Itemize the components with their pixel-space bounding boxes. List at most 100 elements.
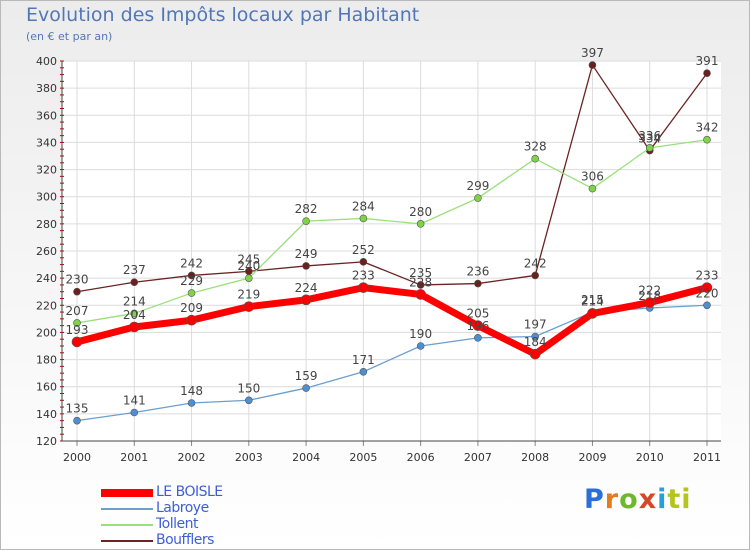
data-label-boufflers: 242 — [180, 256, 203, 270]
data-point-labroye — [73, 416, 81, 425]
data-label-tollent: 342 — [696, 121, 719, 135]
data-label-tollent: 282 — [295, 202, 318, 216]
data-label-labroye: 218 — [638, 289, 661, 303]
x-tick-label: 2003 — [235, 451, 263, 464]
data-point-le-boisle — [358, 282, 369, 293]
data-point-le-boisle — [128, 321, 140, 333]
x-tick-label: 2001 — [120, 451, 148, 464]
y-tick-label: 140 — [36, 408, 57, 421]
legend-label-le-boisle: LE BOISLE — [156, 484, 223, 500]
series-line-le-boisle — [73, 284, 711, 358]
data-label-tollent: 284 — [352, 199, 375, 213]
data-label-boufflers: 242 — [524, 256, 547, 270]
data-label-tollent: 214 — [123, 294, 146, 308]
data-point-le-boisle — [186, 314, 197, 326]
data-label-le-boisle: 214 — [581, 294, 604, 308]
data-label-boufflers: 235 — [409, 266, 432, 280]
data-label-boufflers: 230 — [66, 273, 89, 287]
chart-title: Evolution des Impôts locaux par Habitant — [26, 4, 420, 26]
data-point-labroye — [187, 399, 196, 407]
data-label-boufflers: 391 — [696, 54, 719, 68]
data-point-tollent — [73, 319, 81, 327]
x-tick-label: 2002 — [178, 451, 206, 464]
data-label-le-boisle: 193 — [66, 323, 89, 337]
data-point-le-boisle — [529, 348, 541, 360]
data-point-le-boisle — [415, 289, 426, 300]
data-point-tollent — [416, 220, 425, 228]
y-tick-label: 180 — [36, 354, 57, 367]
legend-swatch-tollent — [101, 524, 153, 526]
data-label-le-boisle: 209 — [180, 301, 203, 315]
series-line-tollent — [76, 139, 708, 324]
data-label-le-boisle: 184 — [524, 335, 547, 349]
data-label-labroye: 215 — [581, 293, 604, 307]
data-label-labroye: 171 — [352, 353, 375, 367]
x-tick-label: 2006 — [407, 451, 435, 464]
data-label-boufflers: 245 — [237, 252, 260, 266]
x-tick-label: 2004 — [292, 451, 320, 464]
data-label-tollent: 207 — [66, 304, 89, 318]
data-label-le-boisle: 228 — [409, 275, 432, 289]
data-label-labroye: 190 — [409, 327, 432, 341]
data-label-boufflers: 397 — [581, 46, 604, 60]
data-point-labroye — [474, 334, 482, 342]
y-tick-label: 160 — [36, 381, 57, 394]
legend-label-boufflers: Boufflers — [156, 532, 214, 548]
y-tick-label: 240 — [36, 272, 57, 285]
data-point-boufflers — [73, 287, 81, 296]
data-point-le-boisle — [243, 301, 255, 312]
y-tick-label: 200 — [36, 326, 57, 339]
y-tick-label: 300 — [36, 191, 57, 204]
data-label-tollent: 240 — [237, 259, 260, 273]
x-tick-label: 2009 — [578, 451, 606, 464]
y-tick-label: 340 — [36, 136, 57, 149]
data-point-labroye — [416, 342, 425, 350]
legend-label-tollent: Tollent — [156, 516, 199, 532]
y-tick-label: 400 — [36, 55, 57, 68]
data-point-tollent — [531, 154, 539, 163]
data-label-boufflers: 252 — [352, 243, 375, 257]
data-label-boufflers: 237 — [123, 263, 146, 277]
legend-swatch-labroye — [101, 508, 153, 510]
legend-swatch-le-boisle — [101, 489, 153, 497]
x-tick-label: 2010 — [636, 451, 664, 464]
series-line-boufflers — [76, 64, 708, 293]
data-label-labroye: 159 — [295, 369, 318, 383]
data-point-tollent — [245, 274, 253, 282]
data-label-labroye: 141 — [123, 394, 146, 408]
data-point-tollent — [302, 217, 310, 225]
data-point-le-boisle — [300, 294, 312, 306]
data-point-labroye — [130, 408, 139, 417]
data-point-le-boisle — [587, 308, 598, 319]
y-tick-label: 380 — [36, 82, 57, 95]
data-label-tollent: 328 — [524, 140, 547, 154]
data-point-tollent — [359, 214, 368, 223]
data-point-boufflers — [531, 271, 539, 280]
data-point-tollent — [703, 135, 711, 144]
proxiti-logo: Proxiti — [584, 484, 692, 515]
data-point-labroye — [531, 332, 539, 341]
y-tick-label: 280 — [36, 218, 57, 231]
data-point-boufflers — [416, 281, 425, 289]
x-tick-label: 2008 — [521, 451, 549, 464]
x-tick-label: 2011 — [693, 451, 721, 464]
data-point-tollent — [474, 194, 482, 202]
data-point-boufflers — [588, 61, 597, 69]
data-label-labroye: 135 — [66, 402, 89, 416]
data-label-boufflers: 249 — [295, 247, 318, 261]
y-tick-label: 320 — [36, 164, 57, 177]
data-label-labroye: 220 — [696, 286, 719, 300]
chart-subtitle: (en € et par an) — [26, 30, 113, 43]
data-point-boufflers — [302, 262, 310, 270]
data-point-labroye — [245, 396, 253, 405]
data-label-boufflers: 334 — [638, 132, 661, 146]
data-label-tollent: 306 — [581, 170, 604, 184]
x-tick-label: 2005 — [349, 451, 377, 464]
data-label-le-boisle: 219 — [237, 288, 260, 302]
data-label-le-boisle: 233 — [352, 269, 375, 283]
data-label-tollent: 280 — [409, 205, 432, 219]
data-label-boufflers: 236 — [466, 265, 489, 279]
data-label-le-boisle: 222 — [638, 284, 661, 298]
y-tick-label: 220 — [36, 299, 57, 312]
